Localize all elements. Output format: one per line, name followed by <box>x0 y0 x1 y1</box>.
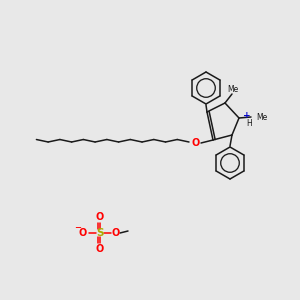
Text: S: S <box>96 228 104 238</box>
Text: O: O <box>192 138 200 148</box>
Text: H: H <box>246 118 252 127</box>
Text: O: O <box>79 228 87 238</box>
Text: −: − <box>74 224 82 232</box>
Text: O: O <box>96 244 104 254</box>
Text: O: O <box>112 228 120 238</box>
Text: Me: Me <box>227 85 239 94</box>
Text: O: O <box>96 212 104 222</box>
Text: +: + <box>243 112 250 121</box>
Text: Me: Me <box>256 112 267 122</box>
